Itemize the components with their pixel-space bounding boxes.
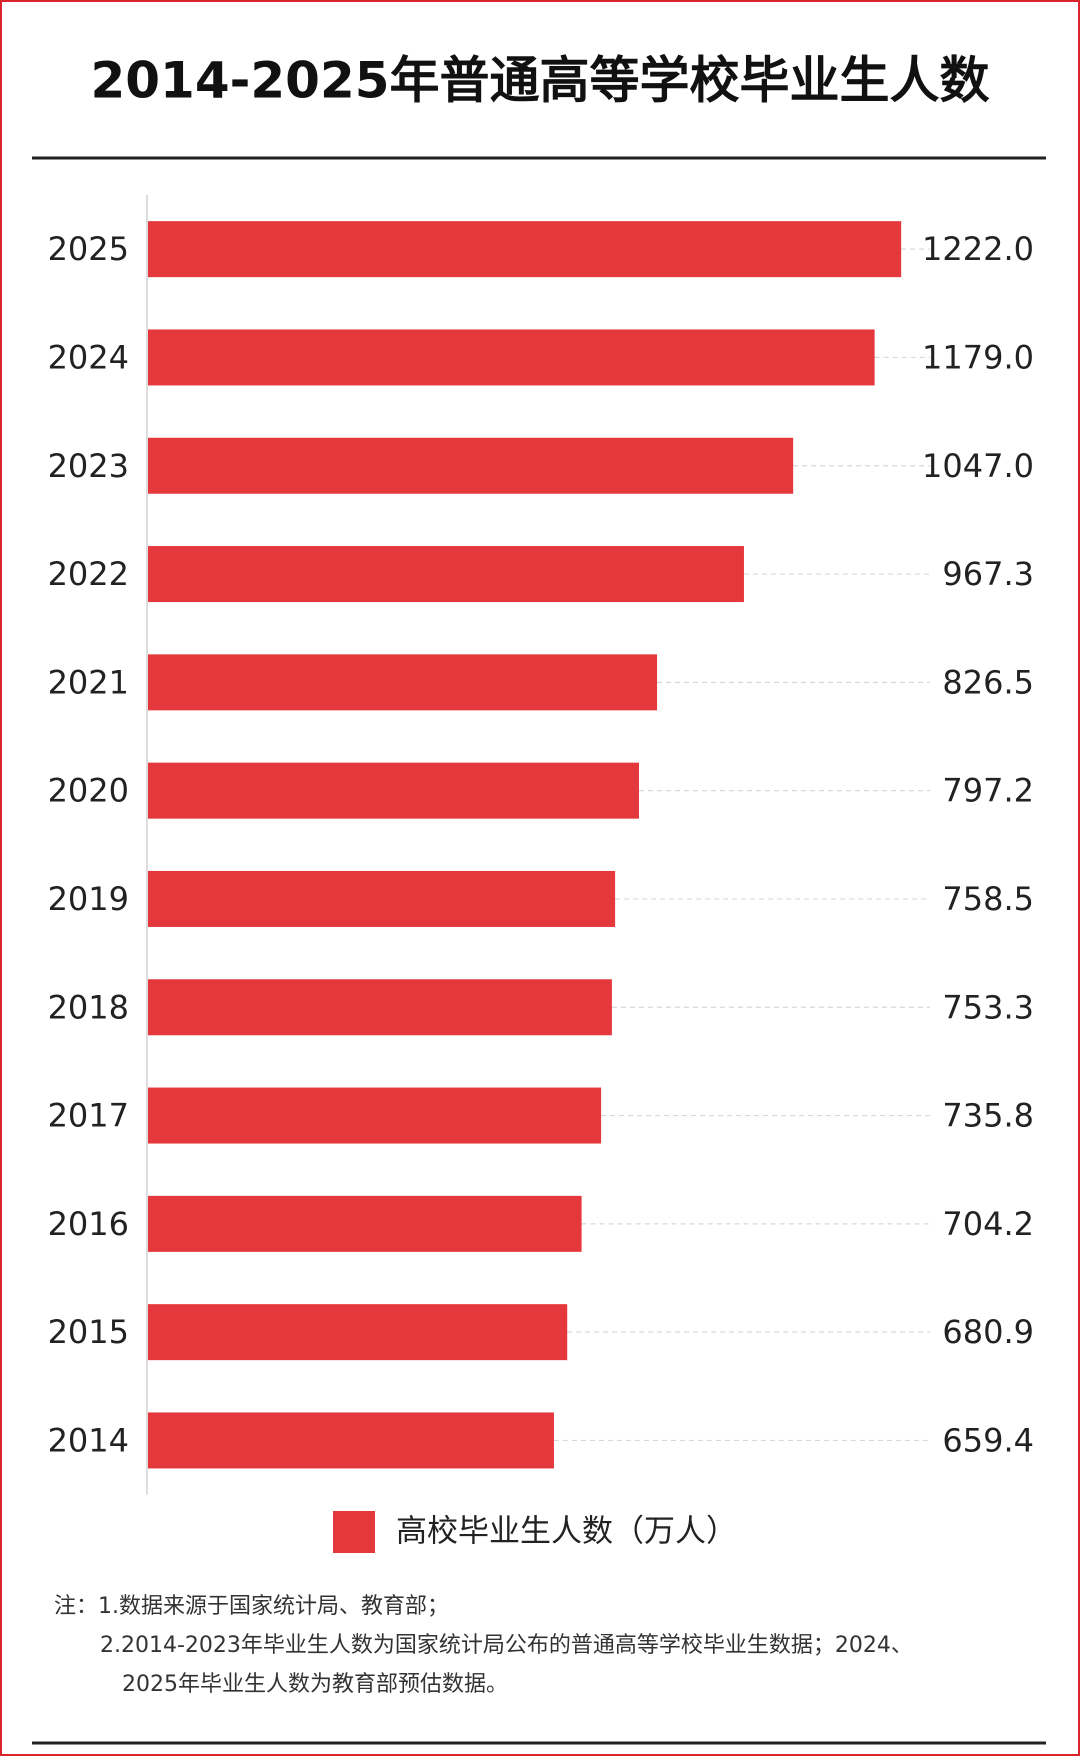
value-label: 826.5 bbox=[942, 663, 1034, 701]
value-label: 704.2 bbox=[942, 1205, 1034, 1243]
y-tick-label: 2023 bbox=[48, 447, 129, 485]
y-tick-label: 2024 bbox=[48, 338, 129, 376]
value-label: 797.2 bbox=[942, 772, 1034, 810]
value-label: 1047.0 bbox=[922, 447, 1034, 485]
bar bbox=[147, 1087, 602, 1144]
y-tick-label: 2016 bbox=[48, 1205, 129, 1243]
value-label: 753.3 bbox=[942, 988, 1034, 1026]
value-label: 659.4 bbox=[942, 1421, 1034, 1459]
note: 2025年毕业生人数为教育部预估数据。 bbox=[122, 1672, 508, 1697]
value-label: 758.5 bbox=[942, 880, 1034, 918]
legend-label: 高校毕业生人数（万人） bbox=[396, 1514, 737, 1550]
y-tick-label: 2019 bbox=[48, 880, 129, 918]
bar bbox=[147, 979, 612, 1036]
legend-swatch bbox=[333, 1511, 375, 1553]
value-label: 967.3 bbox=[942, 555, 1034, 593]
bar bbox=[147, 329, 875, 386]
bar bbox=[147, 1304, 568, 1361]
bar bbox=[147, 546, 744, 603]
note: 2.2014-2023年毕业生人数为国家统计局公布的普通高等学校毕业生数据；20… bbox=[100, 1633, 913, 1658]
note: 注：1.数据来源于国家统计局、教育部； bbox=[54, 1594, 449, 1619]
y-tick-label: 2022 bbox=[48, 555, 129, 593]
value-label: 735.8 bbox=[942, 1097, 1034, 1135]
bar bbox=[147, 654, 658, 711]
y-tick-label: 2015 bbox=[48, 1313, 129, 1351]
bar bbox=[147, 437, 794, 494]
bar bbox=[147, 1195, 582, 1252]
y-tick-label: 2025 bbox=[48, 230, 129, 268]
y-tick-label: 2020 bbox=[48, 772, 129, 810]
bar bbox=[147, 870, 616, 927]
bar bbox=[147, 762, 639, 819]
y-tick-label: 2018 bbox=[48, 988, 129, 1026]
value-label: 680.9 bbox=[942, 1313, 1034, 1351]
y-tick-label: 2017 bbox=[48, 1097, 129, 1135]
y-tick-label: 2014 bbox=[48, 1421, 129, 1459]
value-label: 1179.0 bbox=[922, 338, 1034, 376]
bar bbox=[147, 221, 902, 278]
chart-title: 2014-2025年普通高等学校毕业生人数 bbox=[90, 52, 989, 110]
value-label: 1222.0 bbox=[922, 230, 1034, 268]
bar bbox=[147, 1412, 554, 1469]
y-tick-label: 2021 bbox=[48, 663, 129, 701]
